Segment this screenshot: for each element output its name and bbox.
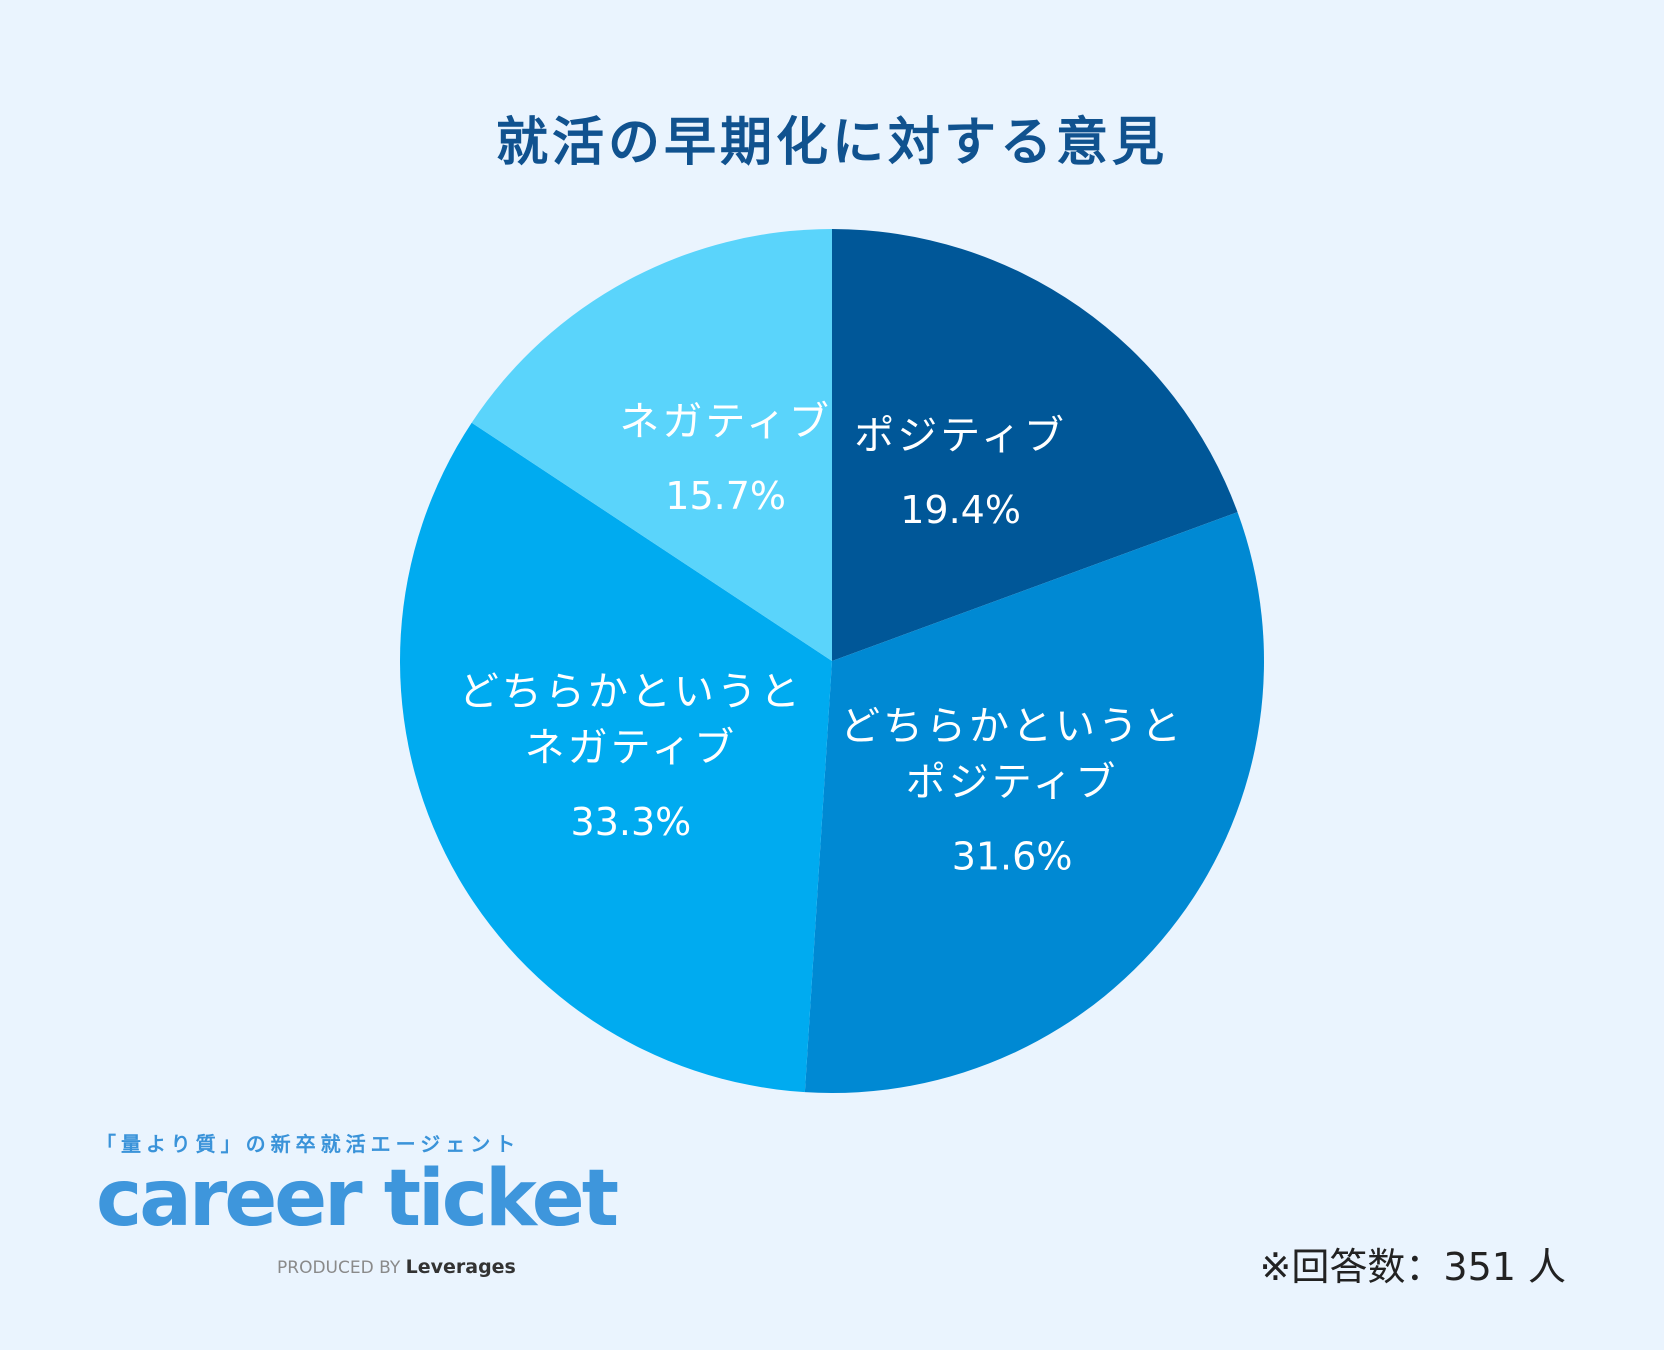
slice-value-3: 33.3%: [571, 800, 692, 844]
brand-tagline: 「量より質」の新卒就活エージェント: [96, 1132, 521, 1156]
slice-value-2: 31.6%: [952, 834, 1073, 878]
slice-label-2-line-1: どちらかというと: [840, 703, 1184, 749]
slice-value-4: 15.7%: [665, 474, 786, 518]
slice-label-3-line-1: どちらかというと: [459, 669, 803, 715]
pie-slice-1: [832, 229, 1238, 661]
respondent-count: ※回答数：351 人: [1259, 1245, 1566, 1289]
company-name: Leverages: [405, 1256, 516, 1278]
produced-by-label: PRODUCED BY: [277, 1258, 401, 1278]
slice-label-2-line-2: ポジティブ: [906, 759, 1119, 805]
slice-value-1: 19.4%: [900, 488, 1021, 532]
slice-label-1-line-1: ポジティブ: [854, 413, 1067, 459]
pie-slice-4: [471, 229, 832, 661]
produced-by: PRODUCED BY Leverages: [277, 1256, 516, 1278]
pie-slice-3: [400, 422, 832, 1093]
chart-title: 就活の早期化に対する意見: [495, 113, 1168, 173]
brand-logo: career ticket: [96, 1154, 619, 1244]
slice-label-4-line-1: ネガティブ: [619, 399, 832, 445]
slice-label-3-line-2: ネガティブ: [525, 725, 738, 771]
pie-slice-2: [804, 512, 1264, 1094]
